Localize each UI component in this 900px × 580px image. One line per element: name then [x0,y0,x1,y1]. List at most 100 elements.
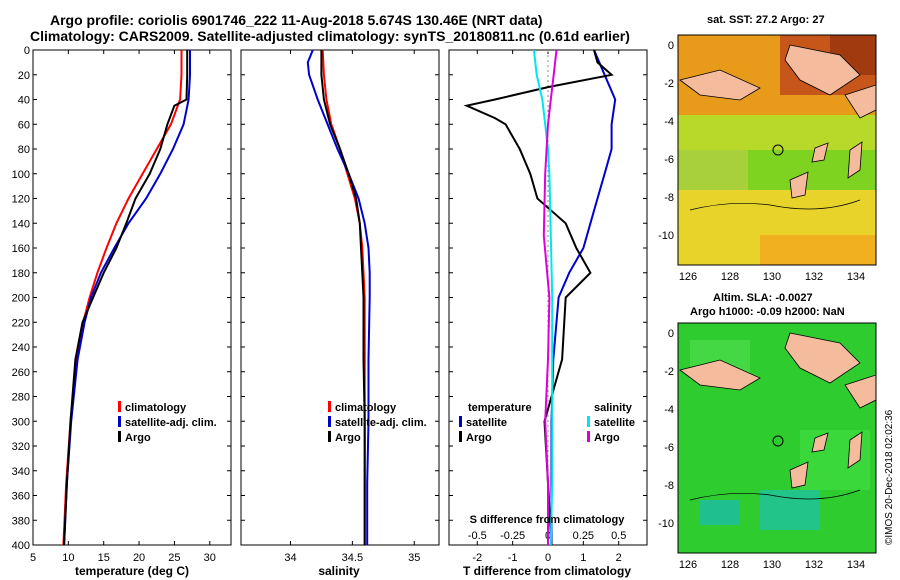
x-tick-label: -1 [508,552,518,564]
y-tick-label: 260 [12,367,30,379]
y-tick-label: 320 [12,441,30,453]
legend-label: Argo [594,432,620,444]
y-tick-label: 40 [18,95,30,107]
legend-heading: temperature [468,402,532,414]
legend-swatch-s-satellite [587,416,590,427]
s-tick-label: 0.25 [573,530,594,542]
x-tick-label: 5 [30,552,36,564]
map-y-tick-label: -2 [664,366,674,378]
s-tick-label: 0.5 [611,530,626,542]
map-x-tick-label: 132 [805,559,823,571]
chart-title-line2: Climatology: CARS2009. Satellite-adjuste… [30,28,630,44]
legend-swatch-s-argo [587,431,590,442]
map-y-tick-label: -6 [664,154,674,166]
y-tick-label: 280 [12,392,30,404]
x-tick-label: 20 [133,552,145,564]
series-line-argo [63,50,189,545]
y-tick-label: 220 [12,317,30,329]
legend-label: satellite-adj. clim. [125,417,217,429]
map-y-tick-label: -8 [664,192,674,204]
sla-map-title: Altim. SLA: -0.0027 [713,292,813,304]
argo-location-marker [772,435,784,447]
y-tick-label: 360 [12,491,30,503]
s-tick-label: -0.25 [500,530,525,542]
difference-xlabel: T difference from climatology [463,564,631,578]
y-tick-label: 0 [24,45,30,57]
sst-map-frame [677,34,877,266]
temperature-xlabel: temperature (deg C) [75,564,189,578]
temperature-plot-frame [32,49,232,546]
x-tick-label: 0 [545,552,551,564]
map-x-tick-label: 130 [763,559,781,571]
s-difference-axis-label: S difference from climatology [470,514,626,526]
map-y-tick-label: 0 [668,40,674,52]
legend-swatch-argo [118,431,121,442]
x-tick-label: 25 [168,552,180,564]
legend-swatch-t-argo [459,431,462,442]
legend-label: Argo [335,432,361,444]
y-tick-label: 340 [12,466,30,478]
y-tick-label: 80 [18,144,30,156]
series-line-s-argo [542,50,558,545]
map-y-tick-label: -10 [658,518,674,530]
map-y-tick-label: -10 [658,230,674,242]
x-tick-label: 15 [98,552,110,564]
map-x-tick-label: 126 [679,559,697,571]
x-tick-label: 30 [204,552,216,564]
map-x-tick-label: 128 [721,271,739,283]
legend-swatch-satellite [118,416,121,427]
legend-swatch-argo [328,431,331,442]
legend-swatch-satellite [328,416,331,427]
y-tick-label: 240 [12,342,30,354]
legend-label: satellite-adj. clim. [335,417,427,429]
y-tick-label: 120 [12,194,30,206]
y-tick-label: 180 [12,268,30,280]
sst-map-title: sat. SST: 27.2 Argo: 27 [707,14,825,26]
y-tick-label: 60 [18,119,30,131]
temperature-legend: climatology satellite-adj. clim. Argo [118,401,217,444]
legend-swatch-climatology [118,401,121,412]
legend-heading: salinity [594,402,633,414]
x-tick-label: 34 [284,552,296,564]
legend-swatch-t-satellite [459,416,462,427]
y-tick-label: 140 [12,218,30,230]
map-y-tick-label: -4 [664,404,674,416]
series-line-climatology [62,50,183,545]
salinity-plot-frame [240,49,440,546]
map-x-tick-label: 130 [763,271,781,283]
map-y-tick-label: -4 [664,116,674,128]
sla-map-subtitle: Argo h1000: -0.09 h2000: NaN [690,306,845,318]
x-tick-label: 1 [580,552,586,564]
x-tick-label: 2 [616,552,622,564]
series-line-climatology [321,50,366,545]
map-y-tick-label: -2 [664,78,674,90]
map-y-tick-label: 0 [668,328,674,340]
y-tick-label: 200 [12,293,30,305]
x-tick-label: 34.5 [342,552,363,564]
map-x-tick-label: 132 [805,271,823,283]
x-tick-label: 10 [62,552,74,564]
series-line-t-argo [463,50,614,545]
legend-label: satellite [466,417,507,429]
map-x-tick-label: 134 [847,559,865,571]
legend-label: Argo [466,432,492,444]
difference-legend: temperature satellite Argo salinity sate… [459,402,635,444]
s-tick-label: -0.5 [468,530,487,542]
series-line-t-satellite [550,50,617,545]
y-tick-label: 400 [12,540,30,552]
y-tick-label: 300 [12,416,30,428]
sst-map [678,35,876,265]
map-y-tick-label: -8 [664,480,674,492]
x-tick-label: 35 [408,552,420,564]
y-tick-label: 100 [12,169,30,181]
map-x-tick-label: 134 [847,271,865,283]
series-line-argo [320,50,366,545]
sla-map [678,323,876,553]
map-x-tick-label: 128 [721,559,739,571]
legend-swatch-climatology [328,401,331,412]
series-line-satellite-adj-clim- [306,50,371,545]
salinity-legend: climatology satellite-adj. clim. Argo [328,401,427,444]
y-tick-label: 20 [18,70,30,82]
map-y-tick-label: -6 [664,442,674,454]
salinity-xlabel: salinity [318,564,360,578]
